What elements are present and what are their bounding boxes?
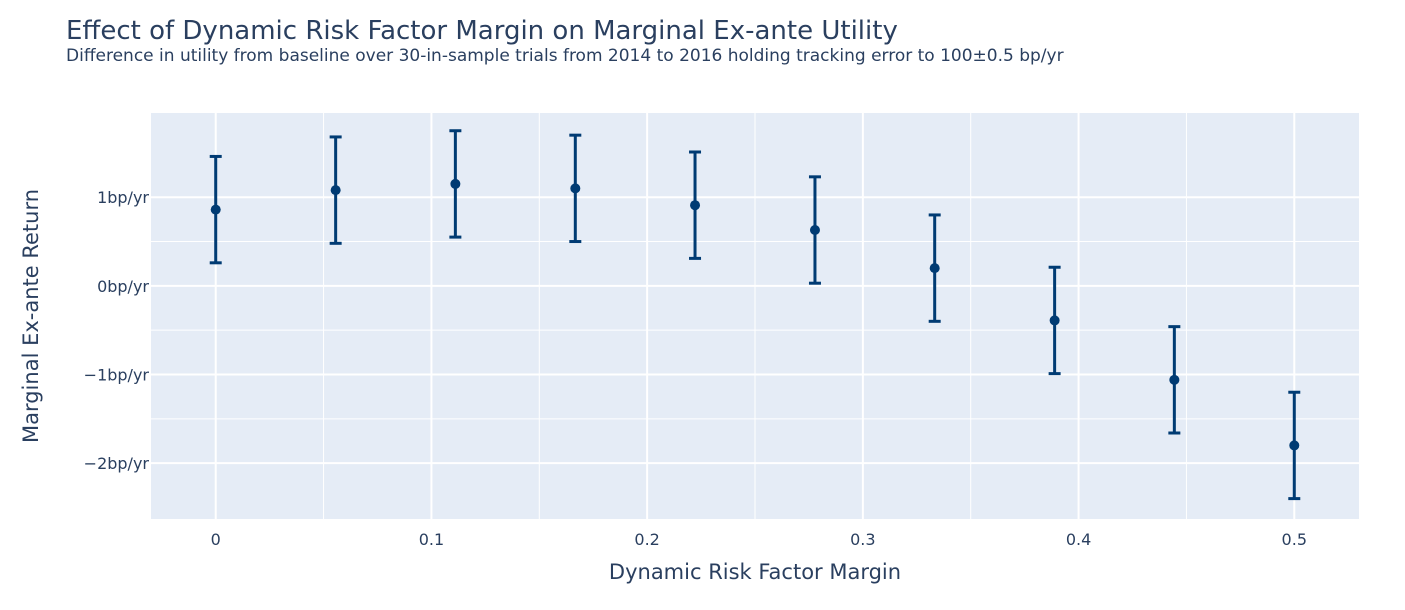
data-marks [209,129,1301,501]
x-tick-label: 0 [211,530,221,549]
data-point[interactable] [1289,440,1300,451]
data-point-group [209,154,222,265]
y-tick-label: −1bp/yr [84,366,150,385]
data-point[interactable] [809,225,820,236]
data-point[interactable] [929,263,940,274]
x-tick-label: 0.5 [1282,530,1307,549]
data-point-group [928,213,941,323]
x-tick-label: 0.4 [1066,530,1091,549]
data-point-group [1048,265,1061,376]
data-point-group [569,133,582,244]
y-tick-label: −2bp/yr [84,454,150,473]
x-tick-label: 0.1 [419,530,444,549]
tick-labels: 0 0.1 0.2 0.3 0.4 0.5 1bp/yr 0bp/yr −1bp/yr −2bp/… [84,188,1307,549]
data-point-group [808,175,821,285]
data-point-group [1288,390,1301,501]
x-tick-label: 0.3 [850,530,875,549]
x-tick-label: 0.2 [634,530,659,549]
data-point-group [449,129,462,239]
data-point-group [1168,325,1181,435]
data-point[interactable] [570,183,581,194]
data-point[interactable] [210,204,221,215]
data-point[interactable] [1049,315,1060,326]
data-point[interactable] [330,185,341,196]
data-point-group [689,150,702,260]
chart-subtitle: Difference in utility from baseline over… [66,46,1064,66]
chart-title: Effect of Dynamic Risk Factor Margin on … [66,16,898,46]
data-point-group [329,135,342,245]
data-point[interactable] [690,200,701,211]
y-axis-title: Marginal Ex-ante Return [19,189,43,443]
x-axis-title: Dynamic Risk Factor Margin [609,560,901,584]
data-point[interactable] [450,178,461,189]
data-point[interactable] [1169,374,1180,385]
y-tick-label: 1bp/yr [97,188,149,207]
y-tick-label: 0bp/yr [97,277,149,296]
